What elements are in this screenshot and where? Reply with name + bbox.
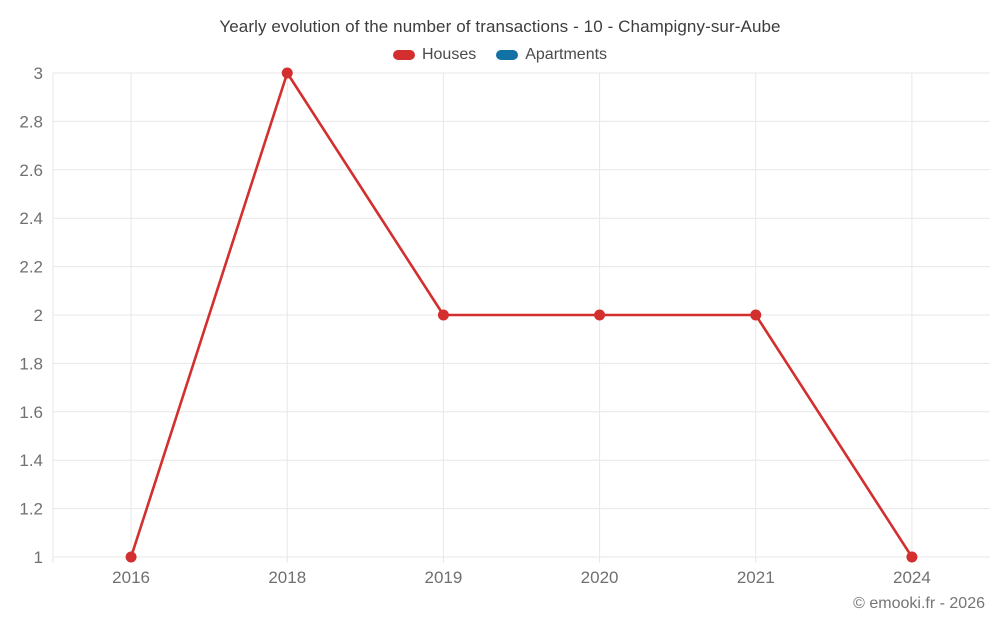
svg-text:1.4: 1.4 xyxy=(19,451,43,470)
chart-title: Yearly evolution of the number of transa… xyxy=(219,17,781,36)
copyright-text: © emooki.fr - 2026 xyxy=(853,595,985,612)
legend-label-houses: Houses xyxy=(421,46,477,63)
chart-legend: Houses Apartments xyxy=(0,46,1000,64)
legend-item-houses[interactable]: Houses xyxy=(392,46,477,64)
svg-text:1.6: 1.6 xyxy=(19,403,43,422)
svg-text:2: 2 xyxy=(34,306,43,325)
svg-text:2024: 2024 xyxy=(893,568,931,587)
svg-text:2.6: 2.6 xyxy=(19,161,43,180)
svg-text:1.8: 1.8 xyxy=(19,354,43,373)
svg-text:3: 3 xyxy=(34,64,43,83)
svg-text:1.2: 1.2 xyxy=(19,500,43,519)
svg-text:2021: 2021 xyxy=(737,568,775,587)
svg-text:1: 1 xyxy=(34,548,43,567)
svg-text:2.2: 2.2 xyxy=(19,258,43,277)
svg-text:2018: 2018 xyxy=(268,568,306,587)
svg-text:2.8: 2.8 xyxy=(19,112,43,131)
apartments-swatch-icon xyxy=(496,50,519,60)
svg-text:2016: 2016 xyxy=(112,568,150,587)
svg-text:2019: 2019 xyxy=(425,568,463,587)
legend-label-apartments: Apartments xyxy=(525,46,608,63)
legend-item-apartments[interactable]: Apartments xyxy=(496,46,607,64)
svg-text:2020: 2020 xyxy=(581,568,619,587)
svg-text:2.4: 2.4 xyxy=(19,209,43,228)
houses-swatch-icon xyxy=(392,50,415,60)
